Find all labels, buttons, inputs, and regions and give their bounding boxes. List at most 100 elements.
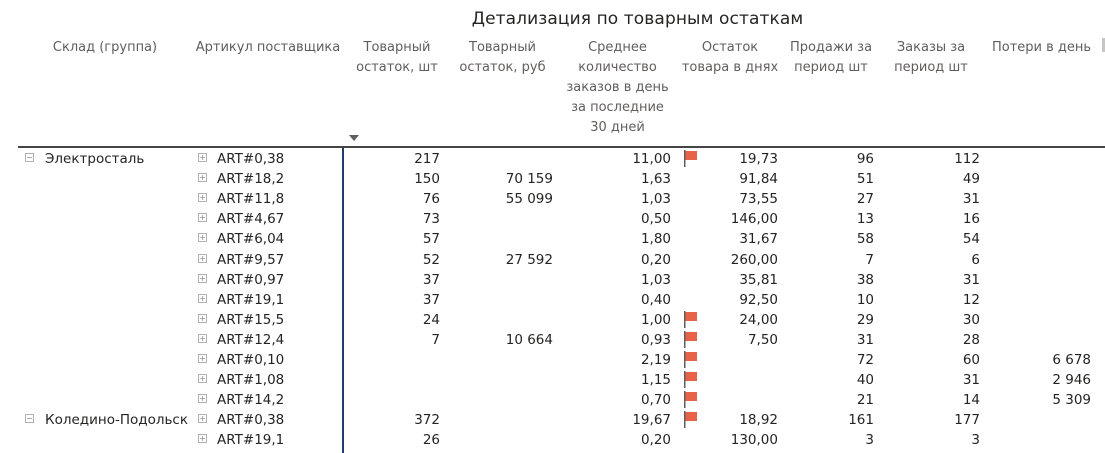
avg-orders-cell: 1,63: [640, 171, 671, 188]
header-stock-days[interactable]: Остаток товара в днях: [680, 38, 780, 78]
table-row[interactable]: + ART#19,1 26 0,20 130,00 3 3: [0, 430, 1105, 450]
expand-row-icon[interactable]: +: [198, 153, 207, 162]
header-losses[interactable]: Потери в день: [992, 38, 1097, 58]
table-row[interactable]: + ART#4,67 73 0,50 146,00 13 16: [0, 209, 1105, 229]
sales-cell: 7: [865, 251, 874, 268]
stock-qty-cell: 37: [422, 291, 440, 308]
header-stock-qty[interactable]: Товарный остаток, шт: [352, 38, 442, 78]
header-label: Артикул поставщика: [195, 40, 341, 55]
sort-descending-icon[interactable]: [349, 135, 359, 141]
expand-row-icon[interactable]: +: [198, 394, 207, 404]
header-label: Товарный: [469, 40, 536, 55]
article-cell: ART#0,38: [217, 412, 285, 429]
avg-orders-cell: 1,03: [640, 191, 671, 208]
expand-row-icon[interactable]: +: [198, 293, 207, 303]
expand-row-icon[interactable]: +: [198, 213, 207, 223]
losses-cell: 6 678: [1052, 352, 1091, 368]
expand-row-icon[interactable]: +: [198, 253, 207, 263]
red-flag-icon: [684, 391, 697, 409]
table-row[interactable]: + ART#9,57 52 27 592 0,20 260,00 7 6: [0, 250, 1105, 270]
table-row[interactable]: − Электросталь + ART#0,38 217 11,00 19,73 96 112: [0, 149, 1105, 169]
table-row[interactable]: + ART#15,5 24 1,00 24,00 29 30: [0, 310, 1105, 330]
expand-row-icon[interactable]: +: [198, 414, 207, 424]
sales-cell: 40: [856, 372, 874, 389]
column-divider: [342, 148, 344, 453]
collapse-group-icon[interactable]: −: [25, 153, 34, 162]
table-row[interactable]: + ART#1,08 1,15 40 31 2 946: [0, 370, 1105, 390]
avg-orders-cell: 0,93: [640, 331, 671, 348]
avg-orders-cell: 0,20: [640, 251, 671, 268]
stock-days-cell: 31,67: [739, 231, 778, 248]
expand-row-icon[interactable]: +: [198, 374, 207, 384]
header-label: за последние: [571, 100, 664, 115]
header-article[interactable]: Артикул поставщика: [193, 38, 343, 58]
article-cell: ART#1,08: [217, 372, 285, 389]
stock-qty-cell: 372: [414, 412, 440, 429]
expand-row-icon[interactable]: +: [198, 434, 207, 444]
table-row[interactable]: − Коледино-Подольск + ART#0,38 372 19,67 18,92…: [0, 410, 1105, 430]
table-row[interactable]: + ART#18,2 150 70 159 1,63 91,84 51 49: [0, 169, 1105, 189]
expand-row-icon[interactable]: +: [198, 173, 207, 183]
header-divider: [18, 146, 1105, 148]
sales-cell: 3: [865, 432, 874, 449]
stock-qty-cell: 76: [422, 191, 440, 208]
orders-cell: 31: [962, 191, 980, 208]
horizontal-scroll-edge[interactable]: [1102, 38, 1105, 52]
stock-qty-cell: 57: [422, 231, 440, 248]
table-row[interactable]: + ART#0,97 37 1,03 35,81 38 31: [0, 270, 1105, 290]
warehouse-cell: Электросталь: [45, 151, 145, 167]
stock-qty-cell: 52: [422, 251, 440, 268]
stock-qty-cell: 26: [422, 432, 440, 449]
table-row[interactable]: + ART#12,4 7 10 664 0,93 7,50 31 28: [0, 330, 1105, 350]
avg-orders-cell: 2,19: [640, 352, 671, 368]
table-title: Детализация по товарным остаткам: [471, 9, 804, 29]
orders-cell: 6: [971, 251, 980, 268]
header-label: остаток, шт: [356, 60, 438, 75]
expand-row-icon[interactable]: +: [198, 193, 207, 203]
header-warehouse[interactable]: Склад (группа): [40, 38, 170, 58]
table-row[interactable]: + ART#6,04 57 1,80 31,67 58 54: [0, 229, 1105, 249]
header-label: остаток, руб: [459, 60, 546, 75]
losses-cell: 5 309: [1052, 392, 1091, 409]
stock-qty-cell: 217: [414, 151, 440, 167]
header-label: Продажи за: [789, 40, 873, 55]
collapse-group-icon[interactable]: −: [25, 414, 34, 424]
expand-row-icon[interactable]: +: [198, 354, 207, 363]
header-stock-rub[interactable]: Товарный остаток, руб: [455, 38, 550, 78]
sales-cell: 31: [856, 331, 874, 348]
orders-cell: 30: [962, 311, 980, 328]
header-label: Заказы за: [896, 40, 966, 55]
header-sales[interactable]: Продажи за период шт: [786, 38, 876, 78]
avg-orders-cell: 1,80: [640, 231, 671, 248]
red-flag-icon: [684, 351, 697, 368]
stock-rub-cell: 10 664: [505, 331, 553, 348]
sales-cell: 10: [856, 291, 874, 308]
sales-cell: 72: [856, 352, 874, 368]
table-row[interactable]: + ART#14,2 0,70 21 14 5 309: [0, 390, 1105, 410]
orders-cell: 16: [962, 211, 980, 228]
sales-cell: 96: [856, 151, 874, 167]
red-flag-icon: [684, 330, 697, 348]
article-cell: ART#9,57: [217, 251, 285, 268]
stock-days-cell: 73,55: [739, 191, 778, 208]
orders-cell: 28: [962, 331, 980, 348]
stock-qty-cell: 73: [422, 211, 440, 228]
losses-cell: 2 946: [1052, 372, 1091, 389]
expand-row-icon[interactable]: +: [198, 333, 207, 343]
sales-cell: 13: [856, 211, 874, 228]
sales-cell: 161: [848, 412, 874, 429]
header-avg-orders[interactable]: Среднее количество заказов в день за пос…: [560, 38, 675, 138]
header-orders[interactable]: Заказы за период шт: [886, 38, 976, 78]
expand-row-icon[interactable]: +: [198, 313, 207, 323]
avg-orders-cell: 0,70: [640, 392, 671, 409]
red-flag-icon: [684, 310, 697, 328]
table-row[interactable]: + ART#0,10 2,19 72 60 6 678: [0, 350, 1105, 370]
table-row[interactable]: + ART#11,8 76 55 099 1,03 73,55 27 31: [0, 189, 1105, 209]
stock-rub-cell: 70 159: [505, 171, 553, 188]
header-label: Среднее: [588, 40, 647, 55]
expand-row-icon[interactable]: +: [198, 233, 207, 243]
expand-row-icon[interactable]: +: [198, 273, 207, 283]
article-cell: ART#4,67: [217, 211, 285, 228]
article-cell: ART#0,38: [217, 151, 285, 167]
table-row[interactable]: + ART#19,1 37 0,40 92,50 10 12: [0, 290, 1105, 310]
